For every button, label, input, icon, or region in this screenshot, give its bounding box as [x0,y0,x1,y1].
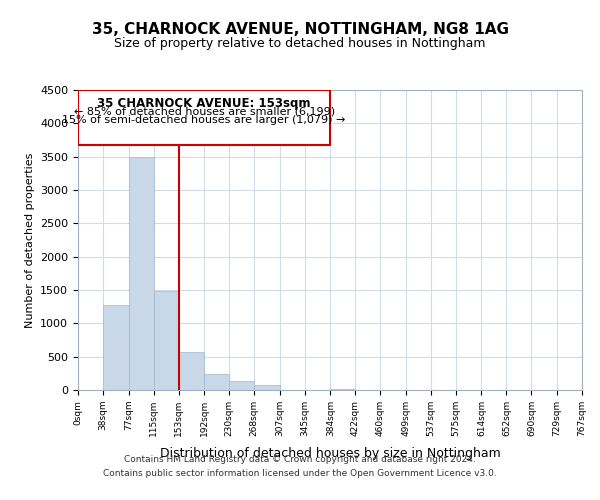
X-axis label: Distribution of detached houses by size in Nottingham: Distribution of detached houses by size … [160,447,500,460]
Bar [128,156,154,390]
Bar [179,352,204,390]
Bar [154,292,179,390]
Bar [254,386,280,390]
Y-axis label: Number of detached properties: Number of detached properties [25,152,35,328]
Bar [204,374,229,390]
Bar [103,304,128,390]
Text: Size of property relative to detached houses in Nottingham: Size of property relative to detached ho… [114,38,486,51]
Text: ← 85% of detached houses are smaller (6,199): ← 85% of detached houses are smaller (6,… [74,106,335,117]
Bar [331,388,355,390]
Text: Contains HM Land Registry data © Crown copyright and database right 2024.: Contains HM Land Registry data © Crown c… [124,455,476,464]
FancyBboxPatch shape [78,90,331,144]
Text: Contains public sector information licensed under the Open Government Licence v3: Contains public sector information licen… [103,469,497,478]
Text: 15% of semi-detached houses are larger (1,079) →: 15% of semi-detached houses are larger (… [62,116,346,126]
Bar [229,382,254,390]
Text: 35, CHARNOCK AVENUE, NOTTINGHAM, NG8 1AG: 35, CHARNOCK AVENUE, NOTTINGHAM, NG8 1AG [91,22,509,38]
Text: 35 CHARNOCK AVENUE: 153sqm: 35 CHARNOCK AVENUE: 153sqm [97,96,311,110]
